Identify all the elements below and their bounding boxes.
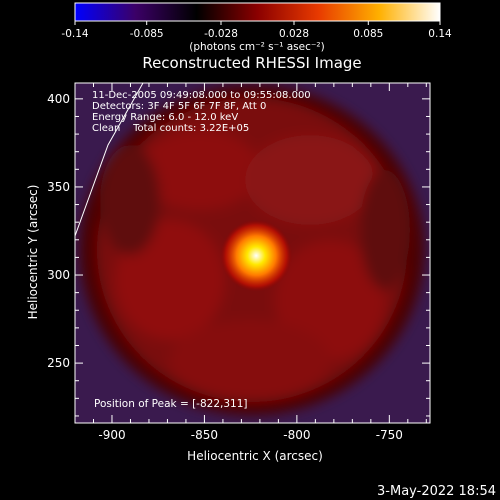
footer-date: 3-May-2022 18:54 xyxy=(377,484,496,499)
x-tick-label: -750 xyxy=(376,428,403,442)
colorbar-tick-label: 0.028 xyxy=(279,28,309,40)
x-tick-label: -850 xyxy=(191,428,218,442)
annotation-block: 11-Dec-2005 09:49:08.000 to 09:55:08.000… xyxy=(92,90,311,134)
x-tick-label: -800 xyxy=(283,428,310,442)
y-tick-label: 300 xyxy=(47,268,70,282)
diffuse-emission xyxy=(80,85,424,415)
colorbar-tick-label: 0.14 xyxy=(428,28,452,40)
image-area xyxy=(75,83,430,423)
annotation-energy: Energy Range: 6.0 - 12.0 keV xyxy=(92,112,238,123)
colorbar-tick-label: 0.085 xyxy=(353,28,383,40)
colorbar-tick-label: -0.085 xyxy=(130,28,164,40)
axis-ticks: -900 -850 -800 -750 250 300 350 400 xyxy=(47,83,430,442)
colorbar-tick-label: -0.14 xyxy=(61,28,88,40)
x-tick-label: -900 xyxy=(98,428,125,442)
solar-limb-line xyxy=(75,83,144,237)
y-tick-label: 400 xyxy=(47,92,70,106)
y-tick-label: 350 xyxy=(47,180,70,194)
annotation-time: 11-Dec-2005 09:49:08.000 to 09:55:08.000 xyxy=(92,90,311,101)
chart-title: Reconstructed RHESSI Image xyxy=(142,54,361,72)
peak-source xyxy=(220,219,293,292)
y-axis-label: Heliocentric Y (arcsec) xyxy=(26,185,40,320)
annotation-detectors: Detectors: 3F 4F 5F 6F 7F 8F, Att 0 xyxy=(92,101,266,112)
colorbar-unit-label: (photons cm⁻² s⁻¹ asec⁻²) xyxy=(189,41,324,53)
y-tick-label: 250 xyxy=(47,356,70,370)
colorbar-tick-label: -0.028 xyxy=(204,28,238,40)
plot-frame xyxy=(74,82,431,424)
annotation-counts: Clean Total counts: 3.22E+05 xyxy=(92,123,249,134)
colorbar xyxy=(74,2,441,22)
colorbar-ticks: -0.14 -0.085 -0.028 0.028 0.085 0.14 xyxy=(61,21,452,40)
peak-position-label: Position of Peak = [-822,311] xyxy=(94,398,248,410)
x-axis-label: Heliocentric X (arcsec) xyxy=(187,449,323,463)
